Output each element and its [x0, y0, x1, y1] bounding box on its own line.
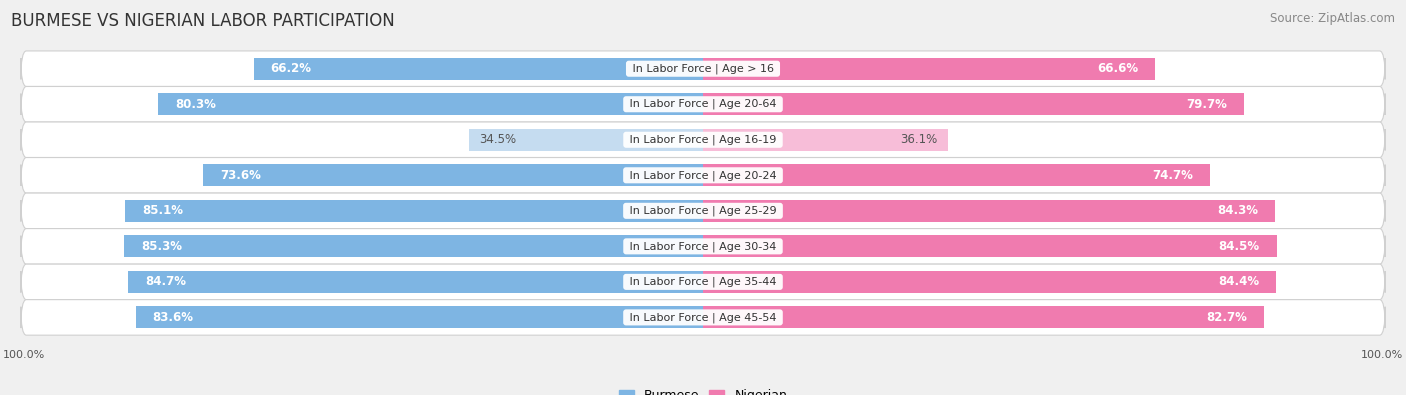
Bar — [703, 271, 1275, 293]
Text: 82.7%: 82.7% — [1206, 311, 1247, 324]
Bar — [128, 271, 703, 293]
FancyBboxPatch shape — [21, 51, 1385, 87]
FancyBboxPatch shape — [21, 158, 1385, 193]
FancyBboxPatch shape — [21, 300, 1385, 335]
Text: 80.3%: 80.3% — [174, 98, 215, 111]
Text: 84.5%: 84.5% — [1219, 240, 1260, 253]
Text: In Labor Force | Age 16-19: In Labor Force | Age 16-19 — [626, 135, 780, 145]
Text: 83.6%: 83.6% — [152, 311, 194, 324]
Text: Source: ZipAtlas.com: Source: ZipAtlas.com — [1270, 12, 1395, 25]
Bar — [703, 164, 1211, 186]
Text: In Labor Force | Age 30-34: In Labor Force | Age 30-34 — [626, 241, 780, 252]
Bar — [157, 93, 703, 115]
Bar — [703, 200, 1275, 222]
Text: 34.5%: 34.5% — [479, 133, 516, 146]
Bar — [204, 164, 703, 186]
Text: BURMESE VS NIGERIAN LABOR PARTICIPATION: BURMESE VS NIGERIAN LABOR PARTICIPATION — [11, 12, 395, 30]
Bar — [135, 307, 703, 328]
FancyBboxPatch shape — [21, 193, 1385, 229]
Bar — [703, 58, 1156, 80]
Bar — [703, 93, 1244, 115]
Text: 84.7%: 84.7% — [145, 275, 186, 288]
Bar — [125, 200, 703, 222]
Bar — [703, 129, 948, 151]
FancyBboxPatch shape — [21, 229, 1385, 264]
Text: 85.1%: 85.1% — [142, 204, 183, 217]
Legend: Burmese, Nigerian: Burmese, Nigerian — [614, 384, 792, 395]
Text: 74.7%: 74.7% — [1152, 169, 1194, 182]
Text: 73.6%: 73.6% — [221, 169, 262, 182]
Text: 36.1%: 36.1% — [901, 133, 938, 146]
Text: In Labor Force | Age 45-54: In Labor Force | Age 45-54 — [626, 312, 780, 323]
Text: 66.6%: 66.6% — [1097, 62, 1137, 75]
Bar — [468, 129, 703, 151]
Text: In Labor Force | Age 20-64: In Labor Force | Age 20-64 — [626, 99, 780, 109]
Bar — [703, 235, 1277, 258]
Text: In Labor Force | Age 25-29: In Labor Force | Age 25-29 — [626, 205, 780, 216]
Text: 79.7%: 79.7% — [1187, 98, 1227, 111]
Bar — [703, 307, 1264, 328]
Text: 66.2%: 66.2% — [270, 62, 312, 75]
FancyBboxPatch shape — [21, 122, 1385, 158]
Text: 85.3%: 85.3% — [141, 240, 181, 253]
Bar — [124, 235, 703, 258]
Bar — [253, 58, 703, 80]
FancyBboxPatch shape — [21, 264, 1385, 300]
Text: 84.3%: 84.3% — [1218, 204, 1258, 217]
Text: In Labor Force | Age 35-44: In Labor Force | Age 35-44 — [626, 276, 780, 287]
Text: In Labor Force | Age > 16: In Labor Force | Age > 16 — [628, 64, 778, 74]
Text: 84.4%: 84.4% — [1218, 275, 1258, 288]
Text: In Labor Force | Age 20-24: In Labor Force | Age 20-24 — [626, 170, 780, 181]
FancyBboxPatch shape — [21, 87, 1385, 122]
